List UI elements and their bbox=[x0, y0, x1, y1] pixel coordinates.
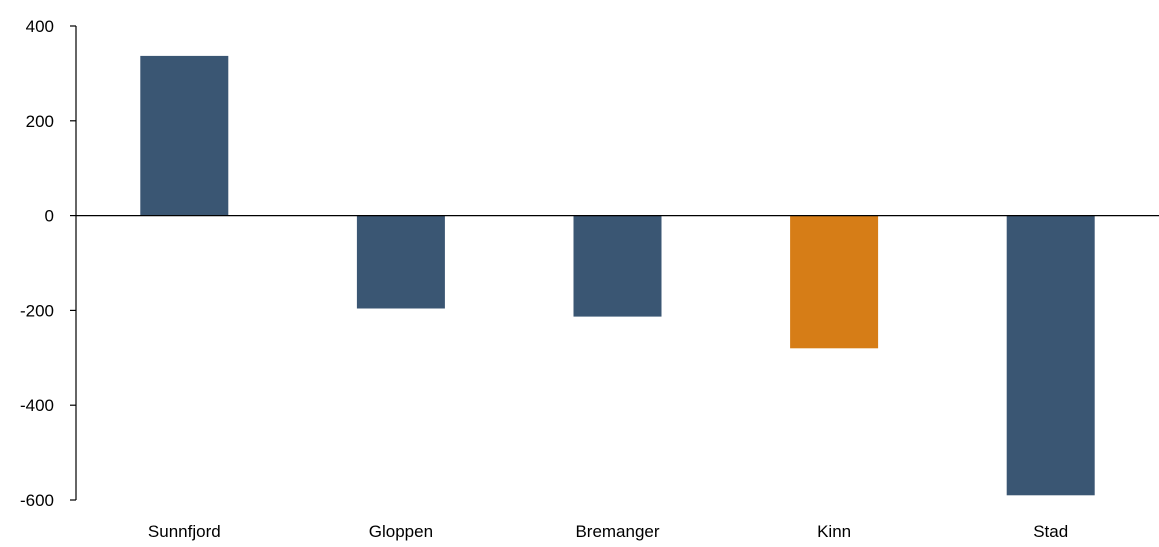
bar-bremanger bbox=[573, 215, 662, 317]
bar-sunnfjord bbox=[140, 55, 229, 216]
x-tick-label-stad: Stad bbox=[1033, 522, 1068, 541]
x-tick-labels: Sunnfjord Gloppen Bremanger Kinn Stad bbox=[148, 522, 1068, 541]
axes-layer bbox=[75, 26, 1159, 500]
bar-stad bbox=[1006, 215, 1095, 496]
bar-gloppen bbox=[356, 215, 445, 309]
y-tick-label: 0 bbox=[45, 207, 54, 226]
bars-layer bbox=[140, 55, 1095, 496]
x-tick-label-gloppen: Gloppen bbox=[369, 522, 433, 541]
x-tick-label-kinn: Kinn bbox=[817, 522, 851, 541]
y-tick-label: -400 bbox=[20, 396, 54, 415]
x-tick-label-bremanger: Bremanger bbox=[575, 522, 659, 541]
y-tick-label: 200 bbox=[26, 112, 54, 131]
x-tick-label-sunnfjord: Sunnfjord bbox=[148, 522, 221, 541]
bar-kinn bbox=[790, 215, 879, 349]
y-tick-label: 400 bbox=[26, 17, 54, 36]
y-tick-label: -200 bbox=[20, 301, 54, 320]
y-tick-label: -600 bbox=[20, 491, 54, 510]
y-ticks: 400 200 0 -200 -400 -600 bbox=[20, 17, 76, 510]
